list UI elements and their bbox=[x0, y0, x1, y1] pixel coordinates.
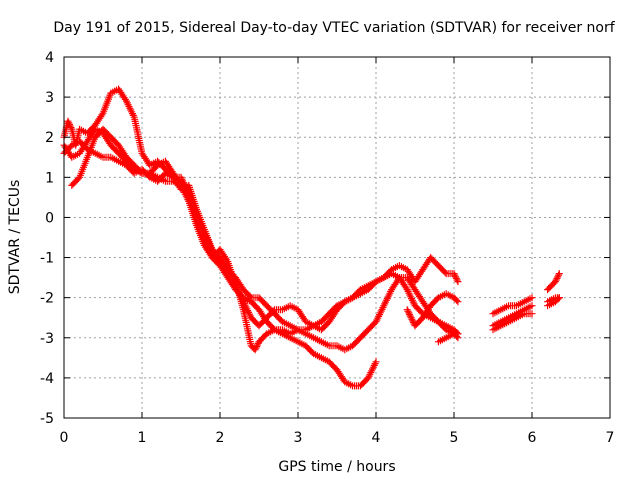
y-tick-label: 3 bbox=[45, 90, 54, 106]
y-tick-label: 1 bbox=[45, 170, 54, 186]
y-tick-label: 4 bbox=[45, 50, 54, 66]
x-tick-label: 1 bbox=[138, 430, 147, 446]
series-track-5 bbox=[403, 290, 563, 334]
x-tick-label: 3 bbox=[294, 430, 303, 446]
x-tick-label: 6 bbox=[528, 430, 537, 446]
series-track-4 bbox=[68, 125, 462, 338]
x-axis-label: GPS time / hours bbox=[278, 459, 395, 475]
y-axis-label: SDTVAR / TECUs bbox=[7, 180, 23, 295]
x-tick-label: 0 bbox=[60, 430, 69, 446]
x-tick-label: 2 bbox=[216, 430, 225, 446]
x-tick-label: 7 bbox=[606, 430, 615, 446]
y-tick-label: -5 bbox=[40, 411, 54, 427]
y-tick-label: -2 bbox=[40, 291, 54, 307]
grid-lines bbox=[64, 57, 610, 418]
y-tick-label: 0 bbox=[45, 210, 54, 226]
x-tick-label: 5 bbox=[450, 430, 459, 446]
y-tick-label: 2 bbox=[45, 130, 54, 146]
x-tick-label: 4 bbox=[372, 430, 381, 446]
chart-title: Day 191 of 2015, Sidereal Day-to-day VTE… bbox=[53, 20, 615, 36]
y-tick-label: -3 bbox=[40, 331, 54, 347]
plot-frame bbox=[63, 56, 611, 419]
series-track-6 bbox=[489, 270, 563, 318]
axis-ticks: 0 1 2 3 4 5 6 7 -5 -4 -3 -2 -1 0 1 2 3 4 bbox=[40, 50, 614, 446]
series-track-7 bbox=[434, 294, 563, 346]
y-tick-label: -4 bbox=[40, 371, 54, 387]
y-tick-label: -1 bbox=[40, 251, 54, 267]
